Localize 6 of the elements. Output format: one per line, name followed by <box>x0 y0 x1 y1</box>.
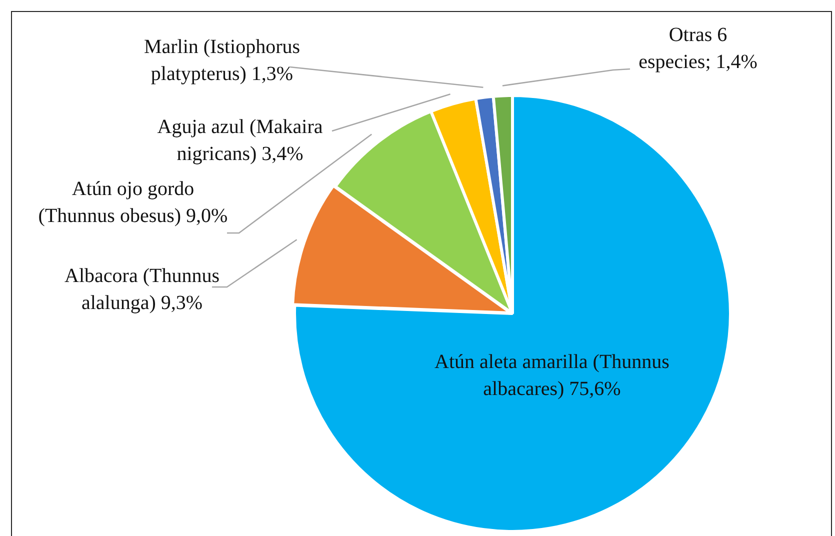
slice-label: Atún aleta amarilla (Thunnus albacares) 75,6% <box>434 350 670 400</box>
slice-label: Otras 6 especies; 1,4% <box>638 24 758 73</box>
slice-label: Aguja azul (Makaira nigricans) 3,4% <box>157 116 323 165</box>
slice-label: Marlin (Istiophorus platypterus) 1,3% <box>144 36 300 85</box>
slice-label: Albacora (Thunnus alalunga) 9,3% <box>64 264 220 314</box>
slice-label: Atún ojo gordo (Thunnus obesus) 9,0% <box>38 178 228 227</box>
